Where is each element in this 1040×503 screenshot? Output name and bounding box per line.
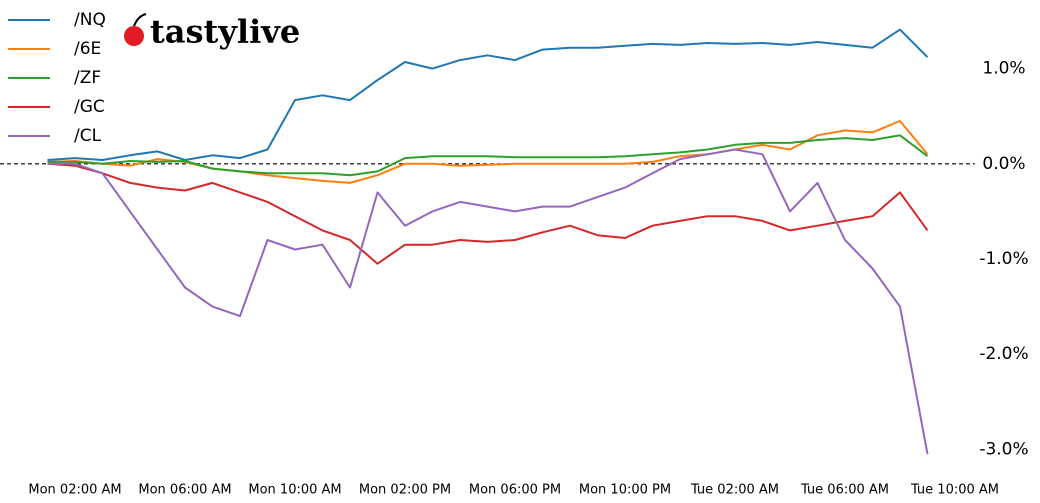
x-tick-label: Mon 02:00 AM bbox=[28, 483, 121, 498]
x-tick-label: Mon 02:00 PM bbox=[359, 483, 451, 498]
x-tick-label: Mon 06:00 AM bbox=[138, 483, 231, 498]
y-tick-label: -2.0% bbox=[979, 344, 1028, 364]
x-tick-label: Tue 10:00 AM bbox=[910, 483, 999, 498]
logo: tastylive bbox=[124, 13, 300, 51]
series-line bbox=[47, 148, 929, 455]
legend-label: /NQ bbox=[74, 10, 106, 30]
logo-text: tastylive bbox=[150, 13, 300, 51]
x-tick-label: Mon 10:00 AM bbox=[248, 483, 341, 498]
x-tick-label: Mon 10:00 PM bbox=[579, 483, 671, 498]
logo-stem bbox=[133, 13, 147, 27]
series-line bbox=[47, 162, 929, 265]
legend-label: /6E bbox=[74, 39, 101, 59]
series-line bbox=[47, 134, 929, 177]
logo-icon bbox=[124, 26, 144, 46]
series-line bbox=[47, 120, 929, 184]
y-tick-label: 1.0% bbox=[982, 59, 1025, 79]
legend-label: /ZF bbox=[74, 68, 101, 88]
legend-label: /CL bbox=[74, 126, 102, 146]
series-line bbox=[47, 28, 929, 161]
y-tick-label: 0.0% bbox=[982, 154, 1025, 174]
x-tick-label: Tue 06:00 AM bbox=[800, 483, 889, 498]
y-tick-label: -1.0% bbox=[979, 249, 1028, 269]
x-tick-label: Mon 06:00 PM bbox=[469, 483, 561, 498]
legend-label: /GC bbox=[74, 97, 105, 117]
y-tick-label: -3.0% bbox=[979, 439, 1028, 459]
x-tick-label: Tue 02:00 AM bbox=[690, 483, 779, 498]
